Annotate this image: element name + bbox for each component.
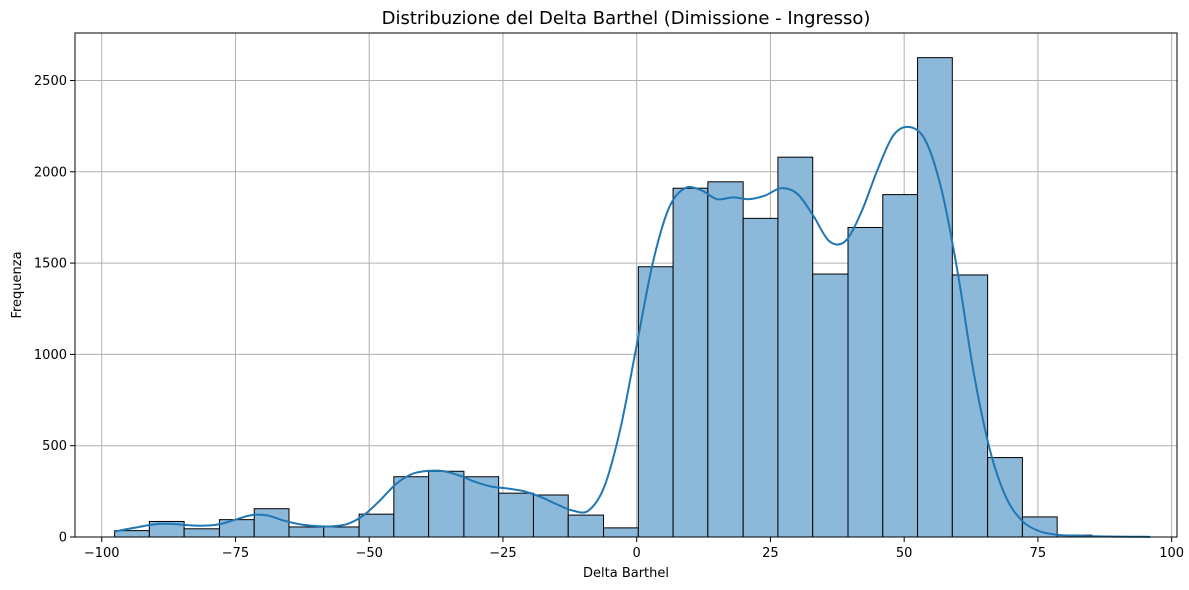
- histogram-bar: [358, 513, 395, 538]
- y-tick-label: 2500: [34, 74, 67, 89]
- histogram-bars: [114, 57, 1093, 538]
- histogram-bar: [463, 476, 500, 538]
- histogram-bar: [777, 156, 814, 538]
- histogram-bar: [847, 226, 884, 538]
- y-tick-label: 500: [42, 439, 67, 454]
- x-tick-label: 0: [633, 546, 641, 561]
- histogram-bar: [498, 492, 534, 538]
- x-tick-label: −25: [489, 546, 516, 561]
- histogram-bar: [323, 526, 360, 538]
- histogram-bar: [812, 273, 849, 538]
- x-tick-label: 75: [1030, 546, 1047, 561]
- x-axis-ticks: −100 −75 −50 −25 0 25 50 75 100: [84, 537, 1184, 561]
- histogram-bar: [707, 181, 744, 538]
- y-axis-ticks: 0 500 1000 1500 2000 2500: [34, 74, 75, 546]
- histogram-bar: [393, 476, 430, 538]
- x-tick-label: −50: [356, 546, 383, 561]
- histogram-bar: [183, 528, 220, 538]
- x-tick-label: −75: [222, 546, 249, 561]
- x-tick-label: 100: [1159, 546, 1184, 561]
- x-axis-label: Delta Barthel: [583, 566, 669, 581]
- histogram-bar: [567, 514, 605, 538]
- histogram-bar: [742, 217, 779, 538]
- histogram-bar: [917, 57, 953, 538]
- y-axis-label: Frequenza: [10, 251, 25, 318]
- axes-frame: [74, 32, 1178, 538]
- y-tick-label: 0: [59, 531, 67, 546]
- histogram-bar: [951, 274, 989, 538]
- histogram-bar: [603, 527, 639, 538]
- histogram-bar: [672, 187, 709, 538]
- y-tick-label: 2000: [34, 165, 67, 180]
- histogram-bar: [253, 508, 290, 538]
- histogram-bar: [428, 470, 465, 538]
- histogram-bar: [288, 526, 325, 538]
- chart-title: Distribuzione del Delta Barthel (Dimissi…: [382, 8, 871, 29]
- kde-curve-layer: [114, 125, 1151, 538]
- y-tick-label: 1000: [34, 348, 67, 363]
- histogram-bar: [882, 194, 919, 538]
- y-tick-label: 1500: [34, 257, 67, 272]
- x-tick-label: 25: [762, 546, 779, 561]
- x-tick-label: 50: [896, 546, 913, 561]
- kde-curve: [114, 125, 1151, 538]
- histogram-bar: [114, 530, 150, 538]
- x-tick-label: −100: [84, 546, 120, 561]
